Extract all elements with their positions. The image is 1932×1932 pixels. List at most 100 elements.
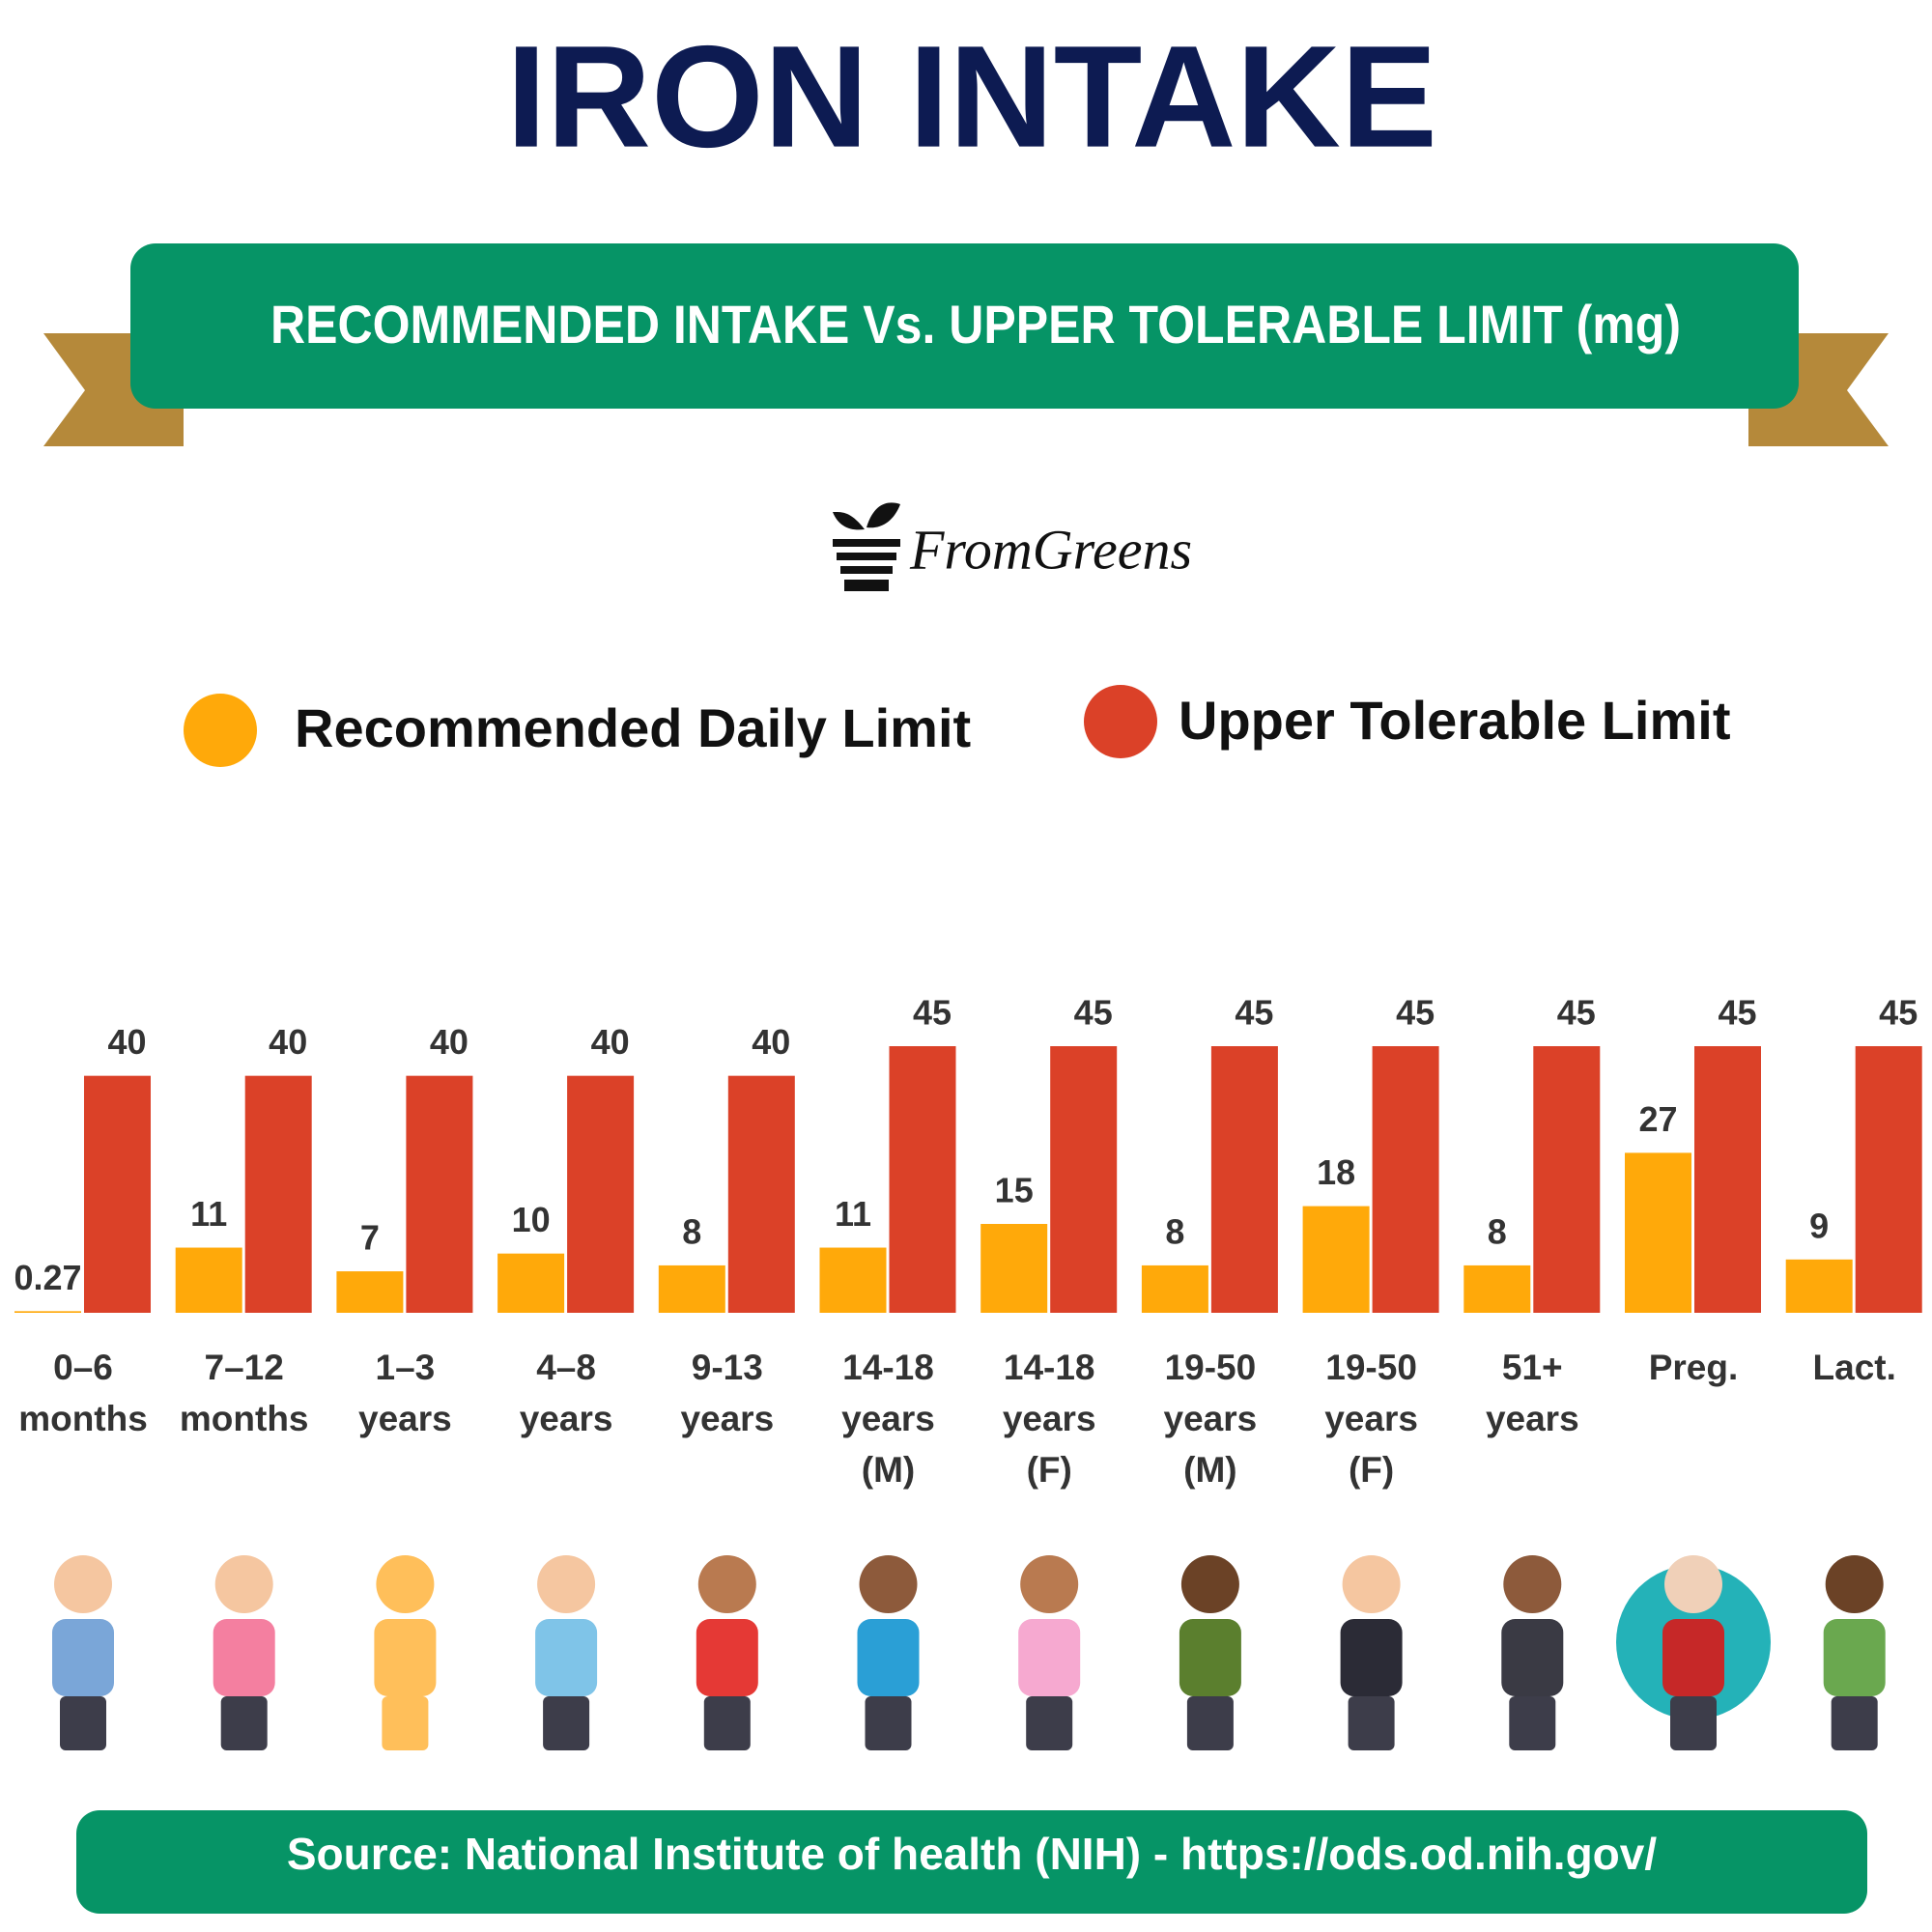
value-label: 45: [1396, 993, 1435, 1033]
bar: [1302, 1206, 1370, 1313]
bar: [1463, 1264, 1531, 1313]
subtitle-banner: [130, 243, 1799, 409]
category-label: Preg.: [1649, 1348, 1739, 1387]
icon-legs: [1509, 1696, 1556, 1750]
brand: FromGreens: [909, 518, 1192, 581]
icon-body: [1823, 1619, 1886, 1696]
bar: [1694, 1046, 1761, 1313]
category-label: months: [180, 1399, 309, 1438]
bar: [1625, 1152, 1691, 1313]
icon-body: [535, 1619, 598, 1696]
category-label: years: [1164, 1399, 1258, 1438]
category-label: months: [18, 1399, 148, 1438]
icon-legs: [1026, 1696, 1073, 1750]
icon-body: [1179, 1619, 1241, 1696]
icon-body: [857, 1619, 920, 1696]
icon-legs: [1831, 1696, 1878, 1750]
icon-head: [54, 1555, 112, 1613]
value-label: 8: [682, 1211, 701, 1251]
bar: [1855, 1046, 1922, 1313]
category-label: 19-50: [1165, 1348, 1257, 1387]
icon-legs: [382, 1696, 429, 1750]
bar: [889, 1046, 956, 1313]
value-label: 45: [1879, 993, 1918, 1033]
legend-label: Recommended Daily Limit: [295, 697, 971, 758]
bar: [980, 1224, 1048, 1313]
icon-head: [1664, 1555, 1722, 1613]
value-label: 40: [430, 1022, 469, 1062]
icon-body: [696, 1619, 758, 1696]
brand-logo: [833, 502, 900, 591]
icon-head: [859, 1555, 918, 1613]
category-label: 19-50: [1325, 1348, 1417, 1387]
value-label: 10: [512, 1200, 551, 1239]
category-label: years: [358, 1399, 452, 1438]
value-label: 15: [995, 1171, 1034, 1210]
value-label: 9: [1809, 1206, 1829, 1245]
value-label: 45: [1557, 993, 1596, 1033]
value-label: 7: [360, 1218, 380, 1258]
icon-head: [1342, 1555, 1401, 1613]
bar: [84, 1075, 151, 1313]
bar: [567, 1075, 635, 1313]
icon-head: [1180, 1555, 1239, 1613]
bar: [14, 1311, 81, 1313]
icon-legs: [703, 1696, 751, 1750]
icon-legs: [1186, 1696, 1234, 1750]
icon-body: [1018, 1619, 1081, 1696]
category-label: years: [841, 1399, 935, 1438]
legend-swatch: [184, 694, 257, 767]
icon-body: [213, 1619, 275, 1696]
source: Source: National Institute of health (NI…: [287, 1829, 1657, 1879]
category-label: years: [1324, 1399, 1418, 1438]
bar: [1785, 1259, 1853, 1313]
value-label: 0.27: [14, 1258, 81, 1297]
category-label: years: [680, 1399, 774, 1438]
legend-swatch: [1084, 685, 1157, 758]
bar: [175, 1247, 242, 1313]
bar: [497, 1253, 565, 1313]
icon-body: [52, 1619, 114, 1696]
bar: [336, 1271, 404, 1313]
bar: [658, 1264, 725, 1313]
value-label: 45: [1718, 993, 1756, 1033]
category-label: 7–12: [205, 1348, 284, 1387]
icon-legs: [220, 1696, 268, 1750]
category-label: 4–8: [536, 1348, 596, 1387]
icon-body: [1662, 1619, 1724, 1696]
value-label: 11: [835, 1194, 871, 1234]
bar: [1533, 1046, 1601, 1313]
value-label: 40: [591, 1022, 630, 1062]
category-label: years: [1003, 1399, 1096, 1438]
icon-legs: [865, 1696, 912, 1750]
bar: [1372, 1046, 1439, 1313]
category-label: 14-18: [1004, 1348, 1095, 1387]
category-label: 9-13: [692, 1348, 763, 1387]
icon-body: [374, 1619, 437, 1696]
icon-body: [1501, 1619, 1564, 1696]
category-label: (M): [1183, 1450, 1236, 1490]
category-label: Lact.: [1813, 1348, 1896, 1387]
value-label: 45: [913, 993, 952, 1033]
category-label: 14-18: [842, 1348, 934, 1387]
icon-head: [1020, 1555, 1079, 1613]
illustrations: [52, 1555, 1886, 1750]
category-label: 51+: [1502, 1348, 1563, 1387]
bar: [1210, 1046, 1278, 1313]
category-label: (F): [1027, 1450, 1072, 1490]
category-label: years: [520, 1399, 613, 1438]
bar: [406, 1075, 473, 1313]
icon-head: [214, 1555, 273, 1613]
icon-head: [376, 1555, 435, 1613]
value-label: 40: [752, 1022, 790, 1062]
value-label: 40: [107, 1022, 146, 1062]
icon-legs: [60, 1696, 106, 1750]
title: IRON INTAKE: [506, 15, 1437, 178]
value-label: 18: [1317, 1152, 1355, 1192]
category-label: (M): [862, 1450, 915, 1490]
icon-head: [537, 1555, 596, 1613]
value-label: 11: [190, 1194, 227, 1234]
icon-head: [1825, 1555, 1884, 1613]
